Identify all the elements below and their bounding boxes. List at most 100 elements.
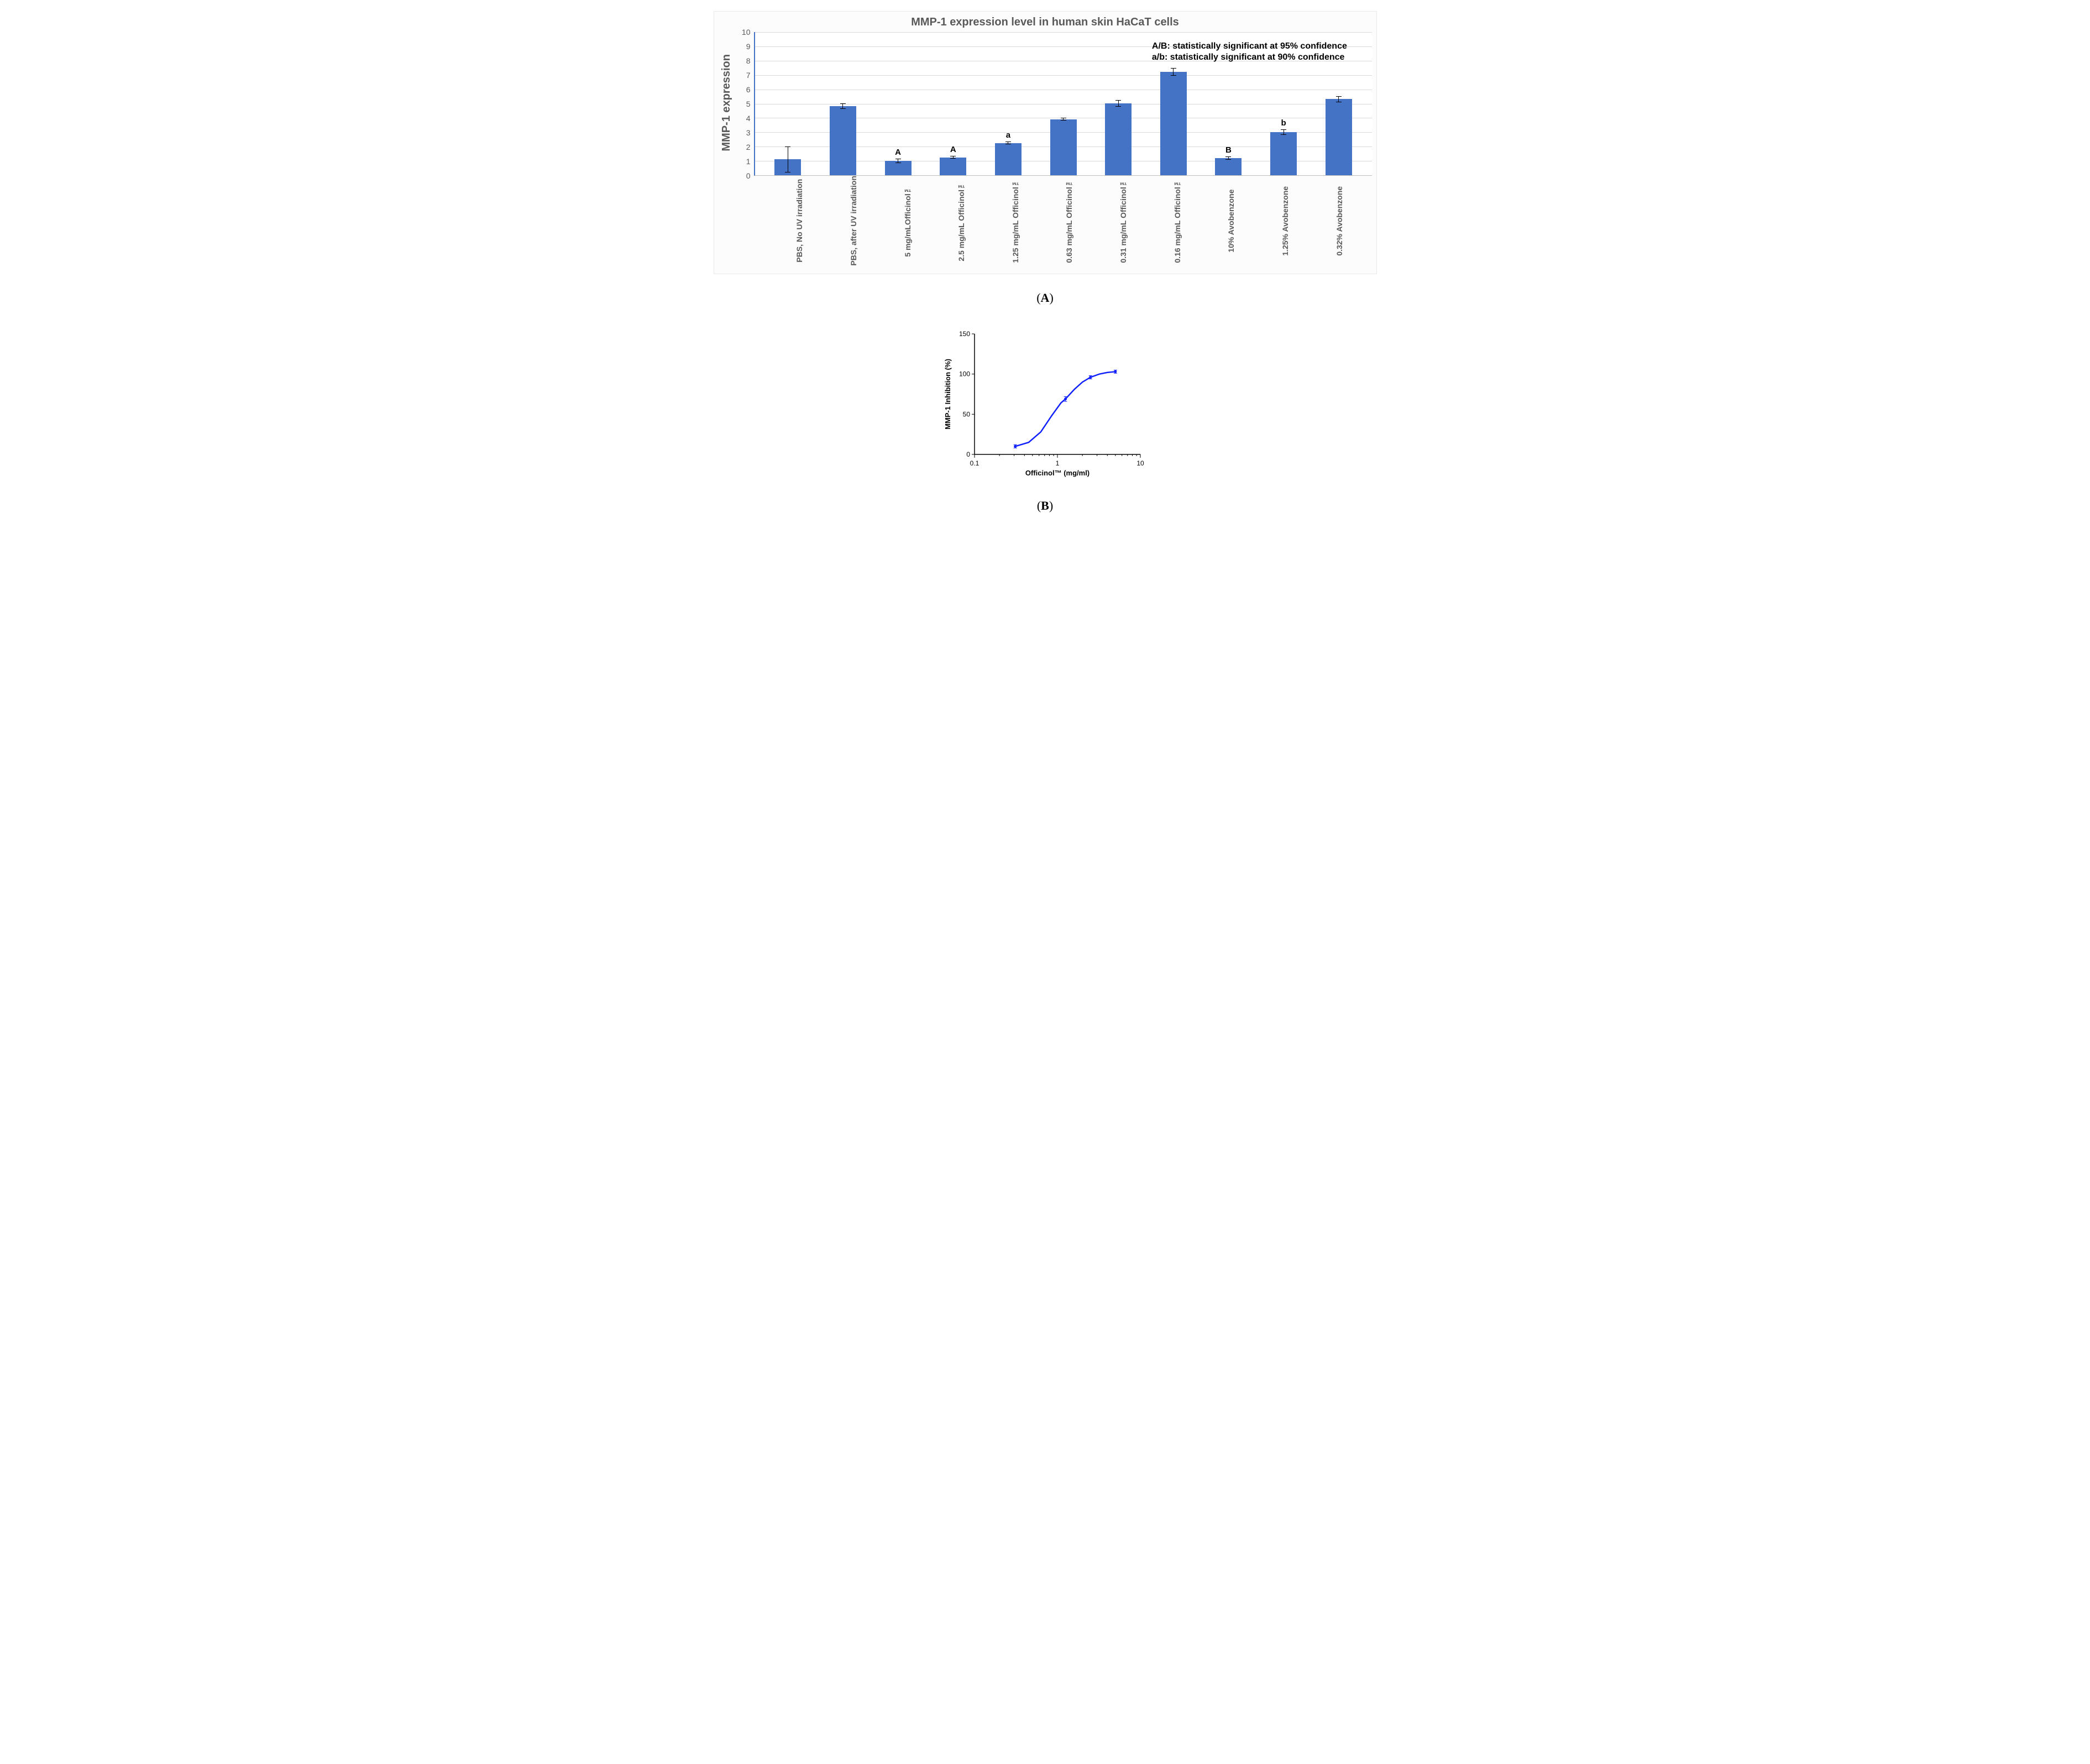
bar-slot: [1311, 32, 1366, 175]
y-tick-label: 150: [958, 330, 970, 338]
plot-row: 109876543210 A/B: statistically signific…: [735, 32, 1372, 176]
x-label-slot: 10% Avobenzone: [1204, 176, 1259, 269]
bar: [1270, 132, 1297, 175]
bar-wrap: [1160, 72, 1187, 175]
plot-area: A/B: statistically significant at 95% co…: [754, 32, 1372, 176]
bar: [1326, 99, 1352, 175]
bar-wrap: [1105, 103, 1132, 175]
bars: A Aa Bb: [755, 32, 1372, 175]
x-axis-label: Officinol™ (mg/ml): [1025, 469, 1089, 477]
error-lower-overlay: [1061, 119, 1066, 121]
bar-wrap: [885, 161, 912, 175]
bar-slot: a: [981, 32, 1036, 175]
bar-slot: [1091, 32, 1146, 175]
figure-container: MMP-1 expression level in human skin HaC…: [714, 11, 1377, 513]
x-label-slot: PBS, after UV irradiation: [826, 176, 881, 269]
error-cap: [840, 108, 846, 109]
y-axis-label: MMP-1 expression: [720, 54, 733, 151]
data-point: [1014, 445, 1017, 448]
x-label: 2.5 mg/mL Officinol™: [957, 176, 966, 269]
data-point: [1114, 370, 1117, 373]
x-label: 0.32% Avobenzone: [1335, 176, 1344, 269]
bar-slot: B: [1201, 32, 1256, 175]
error-lower-overlay: [1171, 72, 1176, 76]
bar-wrap: [995, 143, 1022, 176]
x-label: 0.16 mg/mL Officinol™: [1173, 176, 1182, 269]
error-lower-overlay: [1281, 132, 1286, 135]
bar-wrap: [830, 106, 856, 175]
x-label-slot: PBS, No UV irradiation: [773, 176, 827, 269]
error-lower-overlay: [895, 161, 901, 163]
panel-b-svg: 0501001500.1110Officinol™ (mg/ml)MMP-1 I…: [940, 327, 1150, 482]
sublabel-a-letter: A: [1041, 291, 1050, 305]
x-label-slot: 1.25% Avobenzone: [1258, 176, 1312, 269]
bar-wrap: [1270, 132, 1297, 175]
chart-title: MMP-1 expression level in human skin HaC…: [719, 16, 1372, 29]
error-lower-overlay: [1225, 158, 1231, 160]
x-label: PBS, No UV irradiation: [795, 176, 804, 269]
error-cap: [1171, 75, 1176, 76]
x-label-slot: 0.63 mg/mL Officinol™: [1043, 176, 1097, 269]
error-lower-overlay: [785, 159, 790, 172]
dose-response-curve: [1015, 371, 1115, 446]
bar-wrap: [1215, 158, 1242, 175]
plot-with-labels: 109876543210 A/B: statistically signific…: [735, 32, 1372, 269]
sublabel-b-letter: B: [1041, 499, 1049, 512]
y-tick-label: 100: [958, 370, 970, 378]
x-labels-row: PBS, No UV irradiation PBS, after UV irra…: [735, 176, 1372, 269]
error-cap: [950, 158, 956, 159]
x-label-slot: 0.16 mg/mL Officinol™: [1150, 176, 1204, 269]
x-tick-label: 10: [1136, 459, 1144, 467]
y-axis-label-container: MMP-1 expression: [719, 32, 735, 269]
error-cap: [1281, 134, 1286, 135]
y-ticks: 109876543210: [735, 32, 754, 176]
x-label-slot: 2.5 mg/mL Officinol™: [934, 176, 988, 269]
x-label-slot: 0.32% Avobenzone: [1312, 176, 1366, 269]
bar-slot: [761, 32, 816, 175]
bar: [1105, 103, 1132, 175]
panel-a-bar-chart: MMP-1 expression level in human skin HaC…: [714, 11, 1377, 274]
bar-slot: b: [1256, 32, 1311, 175]
x-tick-label: 1: [1055, 459, 1059, 467]
bar-annotation: a: [1006, 130, 1010, 140]
bar-annotation: b: [1281, 118, 1286, 128]
panel-b-dose-response: 0501001500.1110Officinol™ (mg/ml)MMP-1 I…: [940, 327, 1150, 482]
bar: [830, 106, 856, 175]
x-label-slot: 5 mg/mLOfficinol™: [881, 176, 935, 269]
bar-annotation: A: [895, 148, 901, 158]
x-labels: PBS, No UV irradiation PBS, after UV irra…: [767, 176, 1372, 269]
error-lower-overlay: [1336, 99, 1342, 102]
bar: [995, 143, 1022, 176]
y-tick-label: 50: [962, 410, 970, 418]
bar: [940, 158, 966, 176]
x-label: 10% Avobenzone: [1227, 176, 1235, 269]
bar-slot: [815, 32, 871, 175]
sublabel-a: (A): [714, 291, 1377, 305]
error-cap: [1225, 159, 1231, 160]
bar-slot: A: [925, 32, 981, 175]
data-point: [1089, 376, 1092, 379]
error-lower-overlay: [1115, 103, 1121, 107]
bar-slot: A: [871, 32, 926, 175]
chart-body: MMP-1 expression 109876543210 A/B: stati…: [719, 32, 1372, 269]
error-lower-overlay: [950, 158, 956, 159]
error-cap: [1115, 106, 1121, 107]
bar: [1160, 72, 1187, 175]
error-lower-overlay: [840, 106, 846, 109]
bar-wrap: [1326, 99, 1352, 175]
data-point: [1064, 397, 1067, 400]
x-label: 1.25% Avobenzone: [1281, 176, 1290, 269]
bar-slot: [1036, 32, 1091, 175]
bar-wrap: [774, 159, 801, 175]
bar-wrap: [940, 158, 966, 176]
x-label: 5 mg/mLOfficinol™: [903, 176, 912, 269]
bar-slot: [1146, 32, 1201, 175]
y-axis-label: MMP-1 Inhibition (%): [944, 359, 952, 430]
sublabel-b: (B): [714, 499, 1377, 513]
x-label: 0.63 mg/mL Officinol™: [1065, 176, 1073, 269]
bar: [1050, 119, 1077, 175]
y-tick-label: 0: [966, 451, 970, 458]
bar-annotation: B: [1225, 145, 1232, 155]
bar-wrap: [1050, 119, 1077, 175]
bar: [1215, 158, 1242, 175]
